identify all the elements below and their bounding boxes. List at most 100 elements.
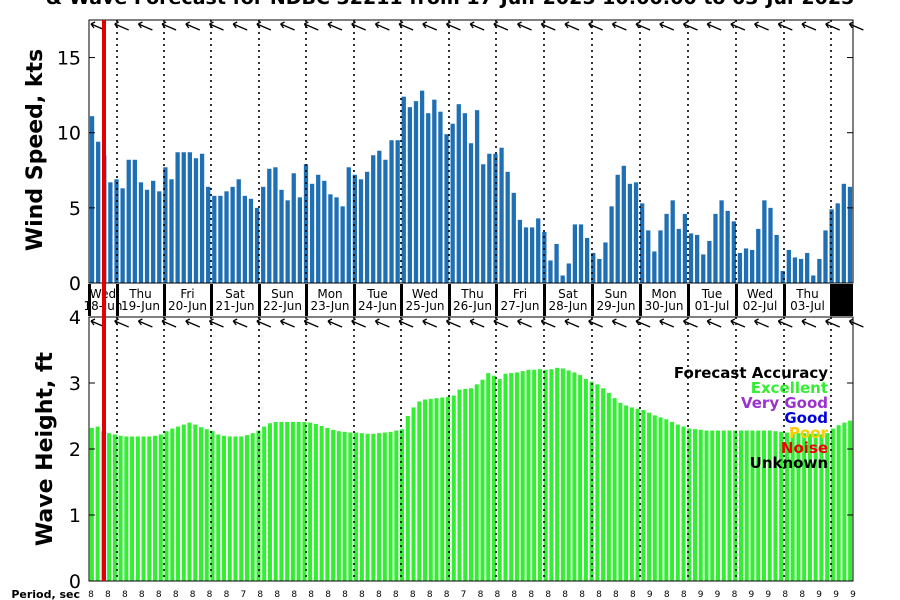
period-value: 8 [495, 590, 501, 600]
wind-speed-bar [517, 219, 523, 283]
direction-arrow [327, 318, 343, 328]
day-date-label: 02-Jul [743, 299, 778, 313]
wind-speed-bar [267, 168, 272, 283]
wave-height-bar [555, 367, 560, 581]
wind-panel: 0 5 10 15 Wind Speed, kts [23, 19, 864, 295]
wave-height-bar [652, 415, 657, 581]
wave-height-bar [118, 435, 123, 581]
wave-height-bars [89, 367, 853, 581]
wind-speed-bar [279, 189, 284, 283]
wave-height-bar [135, 436, 140, 581]
wave-height-bar [164, 431, 169, 581]
period-value: 8 [105, 590, 111, 600]
wave-height-bar [348, 432, 353, 581]
wind-speed-bar [206, 186, 211, 283]
wave-height-bar [819, 434, 824, 581]
wave-height-bar [807, 433, 812, 581]
wind-speed-bar [328, 194, 333, 283]
period-value: 8 [122, 590, 128, 600]
wave-height-bar [647, 412, 652, 581]
wind-speed-bar [731, 221, 736, 283]
wind-speed-bar [413, 101, 419, 284]
wind-speed-bar [664, 213, 669, 283]
direction-arrow [730, 318, 746, 328]
wind-speed-bar [230, 186, 235, 283]
wave-height-bar [319, 425, 324, 581]
wave-height-bar [664, 419, 669, 581]
wind-speed-bar [768, 207, 773, 283]
direction-arrow [682, 318, 698, 328]
legend-item: Poor [789, 424, 829, 442]
direction-arrow [422, 21, 438, 31]
wave-height-bar [440, 397, 445, 581]
direction-arrow [754, 21, 769, 31]
wind-speed-bar [450, 123, 455, 283]
direction-arrow [682, 21, 698, 31]
wind-speed-bar [120, 188, 125, 283]
wind-speed-bar [481, 164, 486, 283]
wind-speed-bar [560, 275, 565, 283]
wave-height-bar [612, 398, 617, 581]
wave-height-bar [147, 436, 152, 581]
period-value: 8 [291, 590, 297, 600]
wave-height-bar [779, 431, 784, 581]
wind-speed-bar [212, 195, 217, 283]
wind-speed-bar [438, 111, 443, 283]
direction-arrow [801, 318, 817, 328]
wind-speed-bar [132, 159, 137, 283]
direction-arrow [327, 21, 343, 31]
day-strip-divider [210, 284, 213, 316]
wind-speed-bar [786, 249, 791, 283]
period-value: 8 [782, 590, 788, 600]
y-tick-label: 3 [69, 373, 81, 395]
chart-title: & Wave Forecast for NDBC 32211 from 17-J… [46, 0, 855, 9]
wind-speed-bar [841, 183, 846, 283]
wave-height-bar [744, 430, 749, 581]
day-strip-divider [116, 284, 119, 316]
direction-arrow [303, 318, 319, 328]
period-value: 8 [257, 590, 263, 600]
wave-height-bar [285, 421, 290, 581]
wind-speed-bar [456, 104, 461, 283]
wave-height-bar [480, 379, 485, 581]
wave-height-bar [750, 430, 755, 581]
period-value: 8 [630, 590, 636, 600]
day-date-label: 19-Jun [121, 299, 160, 313]
y-tick-label: 0 [69, 571, 81, 593]
wave-height-bar [405, 416, 410, 581]
day-date-label: 30-Jun [644, 299, 683, 313]
wind-speed-bar [743, 248, 749, 283]
wave-height-bar [365, 433, 370, 581]
wave-height-bar [210, 431, 215, 581]
wave-height-bar [520, 371, 525, 581]
wind-speed-bar [151, 180, 156, 283]
wave-height-bar [698, 429, 703, 581]
period-value: 8 [545, 590, 551, 600]
wind-speed-bar [523, 227, 529, 283]
wave-height-bar [595, 384, 600, 581]
wave-height-bar [572, 372, 577, 581]
wind-speed-bar [633, 182, 639, 283]
direction-arrow [611, 21, 627, 31]
wind-speed-bar [762, 200, 767, 283]
y-tick-label: 0 [69, 273, 81, 295]
wind-speed-bar [774, 234, 779, 283]
wave-height-bar [342, 431, 347, 581]
period-value: 9 [647, 590, 653, 600]
wave-height-bar [382, 432, 387, 581]
wave-day-separators [116, 317, 832, 581]
wind-speed-bar [737, 252, 743, 283]
period-value: 8 [664, 590, 670, 600]
wave-height-bar [635, 408, 640, 581]
legend-item: Very Good [741, 394, 828, 412]
wave-height-bar [141, 436, 146, 581]
wind-speed-bar [401, 96, 406, 284]
period-value: 8 [207, 590, 213, 600]
period-value: 8 [511, 590, 517, 600]
period-value: 9 [816, 590, 822, 600]
wind-speed-bar [407, 107, 413, 283]
wave-height-bar [233, 436, 238, 581]
wind-speed-bar [169, 179, 174, 283]
wind-speed-bar [805, 252, 810, 283]
